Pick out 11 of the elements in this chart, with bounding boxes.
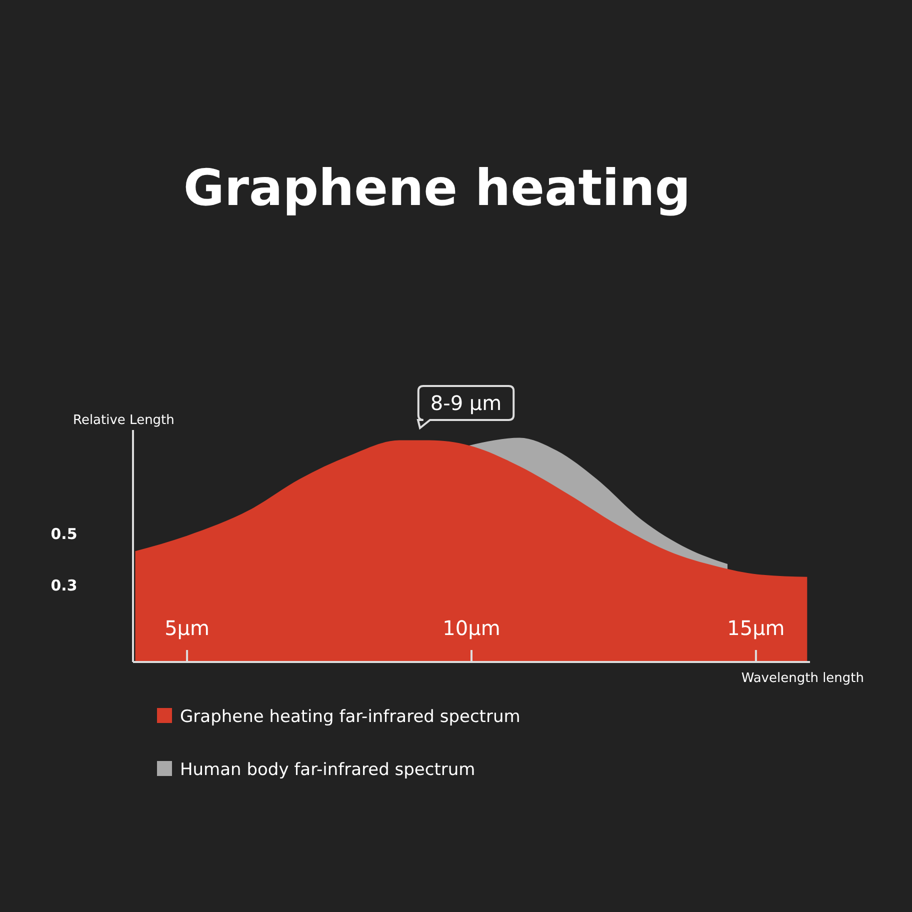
- text: 8-9 µm: [430, 391, 502, 415]
- x-tick-label: 5µm: [164, 616, 210, 640]
- y-axis-title: Relative Length: [73, 413, 174, 428]
- chart-title: Graphene heating: [183, 159, 691, 217]
- x-tick-label: 10µm: [442, 616, 500, 640]
- x-tick-label: 15µm: [727, 616, 785, 640]
- legend-label: Graphene heating far-infrared spectrum: [180, 707, 520, 727]
- x-axis-title: Wavelength length: [741, 671, 864, 686]
- y-tick-label: 0.5: [50, 525, 78, 544]
- legend-label: Human body far-infrared spectrum: [180, 760, 476, 780]
- y-tick-label: 0.3: [50, 576, 78, 595]
